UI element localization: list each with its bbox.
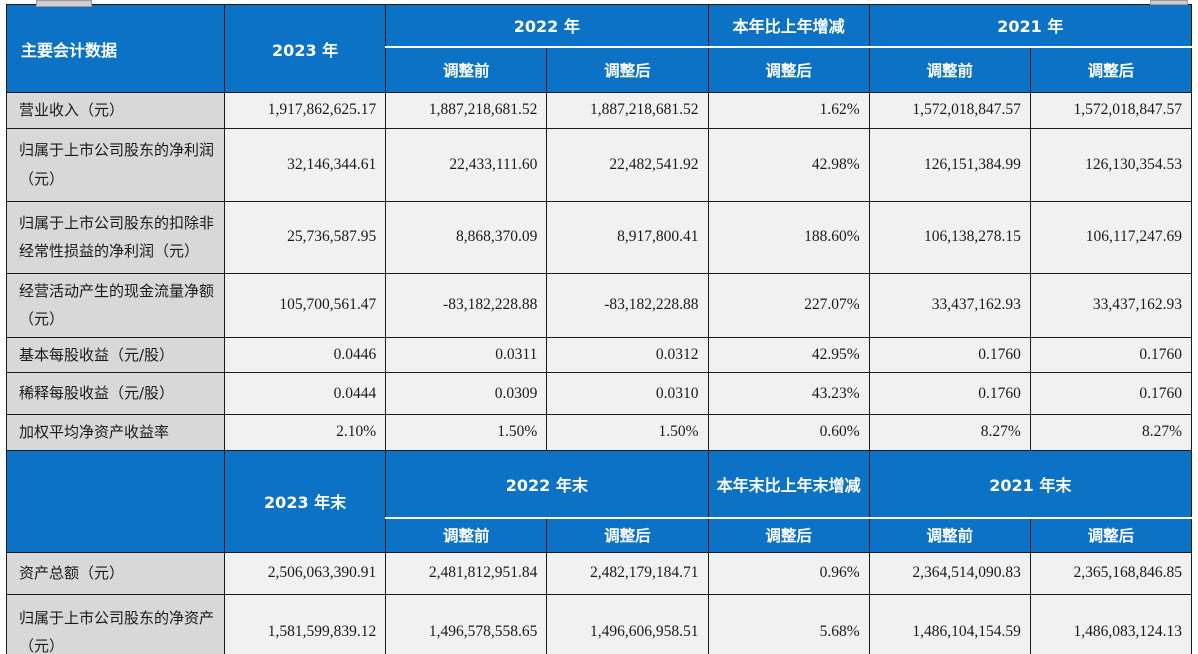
subheader-2022end-after: 调整后 (546, 517, 709, 553)
header-year-2021: 2021 年 (868, 4, 1193, 47)
section2-header-row: 2023 年末 2022 年末 本年末比上年末增减 2021 年末 (5, 449, 1193, 553)
cell-value: 8.27% (868, 414, 1031, 451)
cell-value: 1,581,599,839.12 (224, 593, 387, 654)
cell-value: 42.98% (707, 127, 870, 202)
subheader-2021end-after: 调整后 (1029, 517, 1193, 553)
cell-value: 25,736,587.95 (224, 200, 387, 274)
header-yoy-change: 本年比上年增减 (707, 4, 870, 47)
cell-value: 0.0311 (385, 336, 548, 373)
cell-value: 1,486,083,124.13 (1029, 593, 1193, 654)
cell-value: 188.60% (707, 200, 870, 274)
cell-value: 0.1760 (868, 372, 1031, 415)
cell-value: 42.95% (707, 336, 870, 373)
cell-value: 2.10% (224, 414, 387, 451)
cell-value: 1.50% (546, 414, 709, 451)
cell-value: 2,482,179,184.71 (546, 551, 709, 595)
cell-value: 0.0446 (224, 336, 387, 373)
cell-value: 1,917,862,625.17 (224, 92, 387, 129)
table-row-net-profit: 归属于上市公司股东的净利润（元） 32,146,344.61 22,433,11… (5, 127, 1193, 202)
cell-value: -83,182,228.88 (385, 272, 548, 338)
row-label: 营业收入（元） (5, 92, 226, 129)
cell-value: 33,437,162.93 (868, 272, 1031, 338)
section1-subheader-row: 调整前 调整后 调整后 调整前 调整后 (7, 45, 1193, 93)
subheader-2021-before: 调整前 (868, 45, 1031, 93)
cell-value: 106,138,278.15 (868, 200, 1031, 274)
subheader-2022-after: 调整后 (546, 45, 709, 93)
cell-value: 1,887,218,681.52 (546, 92, 709, 129)
cell-value: 2,506,063,390.91 (224, 551, 387, 595)
row-label: 归属于上市公司股东的净资产（元） (5, 593, 226, 654)
table-row-net-profit-excl-nonrecurring: 归属于上市公司股东的扣除非经常性损益的净利润（元） 25,736,587.95 … (5, 200, 1193, 274)
row-label: 归属于上市公司股东的净利润（元） (5, 127, 226, 202)
subheader-changeend-after: 调整后 (707, 517, 870, 553)
subheader-2021end-before: 调整前 (868, 517, 1031, 553)
cell-value: 0.0312 (546, 336, 709, 373)
cell-value: 8,868,370.09 (385, 200, 548, 274)
crop-artifact (1150, 0, 1188, 5)
table-row-net-assets: 归属于上市公司股东的净资产（元） 1,581,599,839.12 1,496,… (5, 593, 1193, 654)
cell-value: 5.68% (707, 593, 870, 654)
cell-value: 33,437,162.93 (1029, 272, 1193, 338)
cell-value: 1,572,018,847.57 (1029, 92, 1193, 129)
table-row-operating-cash-flow: 经营活动产生的现金流量净额（元） 105,700,561.47 -83,182,… (5, 272, 1193, 338)
row-label: 加权平均净资产收益率 (5, 414, 226, 451)
subheader-2022end-before: 调整前 (385, 517, 548, 553)
cell-value: 0.1760 (1029, 336, 1193, 373)
table-row-total-assets: 资产总额（元） 2,506,063,390.91 2,481,812,951.8… (5, 551, 1193, 595)
table-row-weighted-avg-roe: 加权平均净资产收益率 2.10% 1.50% 1.50% 0.60% 8.27%… (5, 414, 1193, 451)
header-main-label: 主要会计数据 (5, 4, 226, 93)
cell-value: 0.60% (707, 414, 870, 451)
subheader-2022-before: 调整前 (385, 45, 548, 93)
cell-value: 1,887,218,681.52 (385, 92, 548, 129)
header-year-2023: 2023 年 (224, 4, 387, 93)
row-label: 基本每股收益（元/股） (5, 336, 226, 373)
cell-value: 22,433,111.60 (385, 127, 548, 202)
header-yearend-2022: 2022 年末 (385, 449, 709, 519)
cell-value: 106,117,247.69 (1029, 200, 1193, 274)
cell-value: 43.23% (707, 372, 870, 415)
subheader-change-after: 调整后 (707, 45, 870, 93)
row-label: 稀释每股收益（元/股） (5, 372, 226, 415)
row-label: 经营活动产生的现金流量净额（元） (5, 272, 226, 338)
cell-value: 0.96% (707, 551, 870, 595)
cell-value: 8,917,800.41 (546, 200, 709, 274)
section1-header-row: 主要会计数据 2023 年 2022 年 本年比上年增减 2021 年 (5, 4, 1193, 93)
cell-value: 0.0310 (546, 372, 709, 415)
row-label: 归属于上市公司股东的扣除非经常性损益的净利润（元） (5, 200, 226, 274)
header-empty-corner (5, 449, 226, 553)
cell-value: 105,700,561.47 (224, 272, 387, 338)
cell-value: 2,364,514,090.83 (868, 551, 1031, 595)
cell-value: 126,130,354.53 (1029, 127, 1193, 202)
table-row-basic-eps: 基本每股收益（元/股） 0.0446 0.0311 0.0312 42.95% … (5, 336, 1193, 373)
table-row-revenue: 营业收入（元） 1,917,862,625.17 1,887,218,681.5… (5, 92, 1193, 129)
cell-value: 2,481,812,951.84 (385, 551, 548, 595)
cell-value: 126,151,384.99 (868, 127, 1031, 202)
cell-value: 1.62% (707, 92, 870, 129)
cell-value: 1,496,578,558.65 (385, 593, 548, 654)
table-row-diluted-eps: 稀释每股收益（元/股） 0.0444 0.0309 0.0310 43.23% … (5, 372, 1193, 415)
cell-value: 1,572,018,847.57 (868, 92, 1031, 129)
cell-value: 1,486,104,154.59 (868, 593, 1031, 654)
header-yearend-2021: 2021 年末 (868, 449, 1193, 519)
cell-value: 0.0309 (385, 372, 548, 415)
cell-value: 1,496,606,958.51 (546, 593, 709, 654)
section2-subheader-row: 调整前 调整后 调整后 调整前 调整后 (7, 517, 1193, 553)
cell-value: 0.1760 (868, 336, 1031, 373)
header-year-2022: 2022 年 (385, 4, 709, 47)
header-yearend-change: 本年末比上年末增减 (707, 449, 870, 519)
cell-value: 8.27% (1029, 414, 1193, 451)
cell-value: 32,146,344.61 (224, 127, 387, 202)
row-label: 资产总额（元） (5, 551, 226, 595)
cell-value: 0.0444 (224, 372, 387, 415)
cell-value: 227.07% (707, 272, 870, 338)
header-yearend-2023: 2023 年末 (224, 449, 387, 553)
cell-value: 0.1760 (1029, 372, 1193, 415)
cell-value: -83,182,228.88 (546, 272, 709, 338)
subheader-2021-after: 调整后 (1029, 45, 1193, 93)
cell-value: 2,365,168,846.85 (1029, 551, 1193, 595)
crop-artifact (36, 0, 92, 7)
key-accounting-data-table: 主要会计数据 2023 年 2022 年 本年比上年增减 2021 年 调整前 … (5, 4, 1193, 654)
cell-value: 1.50% (385, 414, 548, 451)
cell-value: 22,482,541.92 (546, 127, 709, 202)
